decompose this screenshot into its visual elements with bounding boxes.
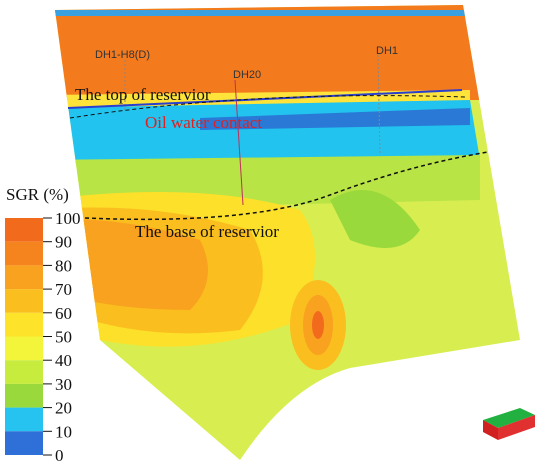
- base-line: [84, 151, 489, 221]
- tick-label: 0: [55, 446, 64, 465]
- compass-icon: [483, 408, 535, 440]
- tick-label: 20: [55, 399, 72, 418]
- tick-label: 70: [55, 280, 72, 299]
- well-label: DH1: [376, 45, 398, 57]
- colorbar: [5, 218, 43, 455]
- tick-label: 10: [55, 422, 72, 441]
- colorbar-title: SGR (%): [6, 185, 69, 204]
- tick-label: 60: [55, 304, 72, 323]
- well-label: DH20: [233, 69, 261, 81]
- tick-label: 40: [55, 351, 72, 370]
- tick-label: 50: [55, 328, 72, 347]
- tick-label: 80: [55, 256, 72, 275]
- annotation: Oil water contact: [145, 113, 262, 132]
- tick-label: 30: [55, 375, 72, 394]
- well-line: [377, 54, 381, 156]
- tick-label: 100: [55, 209, 81, 228]
- tick-label: 90: [55, 233, 72, 252]
- annotation: The base of reservior: [135, 222, 279, 241]
- contact-line: [69, 95, 466, 119]
- annotation: The top of reservior: [75, 85, 211, 104]
- well-label: DH1-H8(D): [95, 49, 150, 61]
- top-line: [67, 89, 463, 109]
